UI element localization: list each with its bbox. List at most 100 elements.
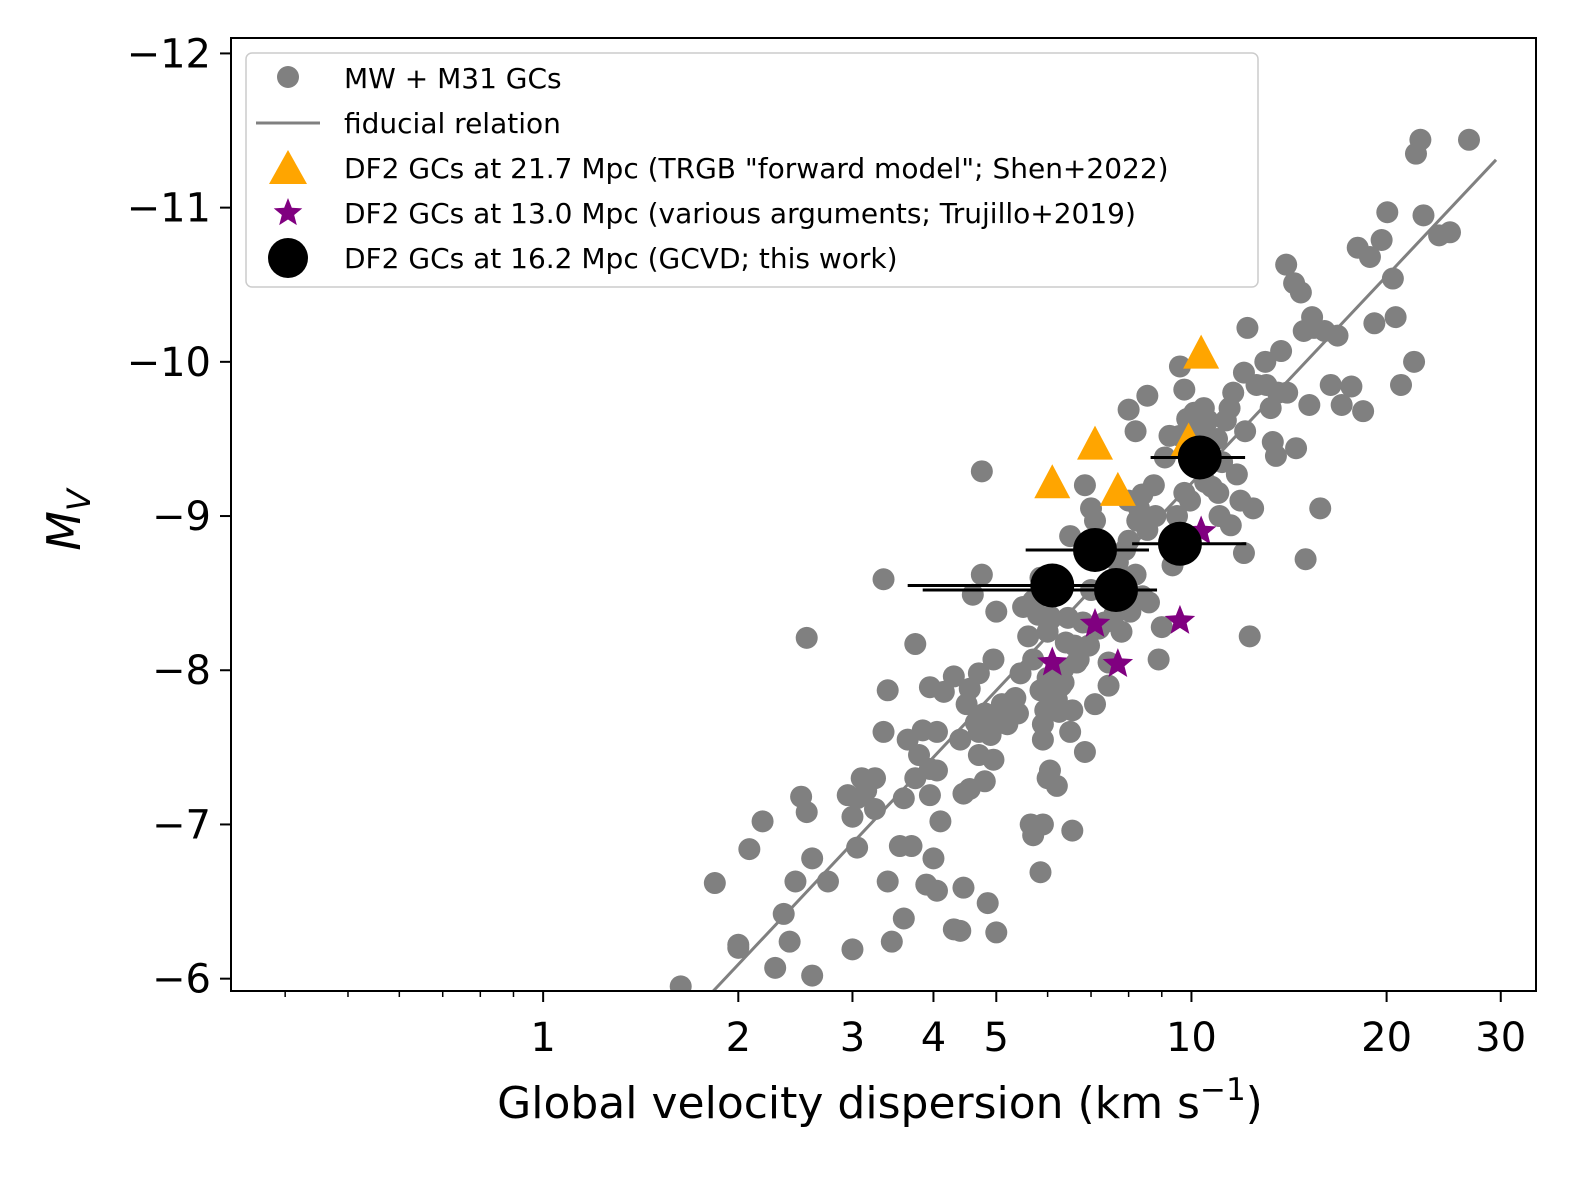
mw-gc-point [1219,514,1242,537]
plot-area [669,128,1498,991]
y-tick-label: −11 [127,186,211,232]
x-tick-label: 5 [984,1015,1009,1061]
mw-gc-point [970,460,993,483]
mw-gc-point [961,583,984,606]
legend-label-mw-gcs: MW + M31 GCs [344,62,562,95]
mw-gc-point [1110,620,1133,643]
mw-gc-point [1358,245,1381,268]
x-tick-label: 10 [1166,1015,1217,1061]
mw-gc-point [900,835,923,858]
mw-gc-point [1117,398,1140,421]
mw-gc-point [1340,375,1363,398]
mw-gc-point [872,720,895,743]
mw-gc-point [985,713,1008,736]
mw-gc-point [1319,373,1342,396]
mw-gc-point [967,662,990,685]
mw-gc-point [1073,474,1096,497]
y-axis: −6 −7 −8 −9 −10 −11 −12 [127,31,231,1003]
mw-gc-point [929,810,952,833]
trgb-point [1183,334,1220,369]
mw-gc-point [1059,720,1082,743]
mw-gc-point [1390,373,1413,396]
mw-gc-point [1065,651,1088,674]
mw-gc-point [1234,420,1257,443]
mw-gc-point [1022,824,1045,847]
mw-gc-point [918,784,941,807]
mw-gc-point [1009,662,1032,685]
mw-gc-point [1376,201,1399,224]
x-tick-label: 3 [840,1015,865,1061]
trujillo-point [1185,515,1217,545]
x-axis: 1 2 3 4 5 10 20 30 [284,991,1526,1061]
mw-gc-point [1179,489,1202,512]
mw-gc-point [1052,671,1075,694]
mw-gc-point [949,919,972,942]
mw-gc-point [942,665,965,688]
mw-gc-point [985,921,1008,944]
mw-gc-point [1275,253,1298,276]
legend-label-trgb: DF2 GCs at 21.7 Mpc (TRGB "forward model… [344,152,1169,185]
trujillo-point [1037,646,1068,676]
mw-gc-point [1022,648,1045,671]
mw-gc-point [1289,281,1312,304]
mw-gc-point [1168,355,1191,378]
mw-gc-point [1242,497,1265,520]
legend-box [245,52,1259,288]
mw-gc-point [1038,605,1061,628]
x-tick-label: 2 [726,1015,751,1061]
mw-gc-point [982,748,1005,771]
mw-gc-point [1276,381,1299,404]
gcvd-point [1030,563,1075,608]
mw-gc-point [1084,693,1107,716]
mw-gc-point [925,759,948,782]
mw-gc-point [764,956,787,979]
legend-marker-mw-gcs [277,66,299,88]
mw-gc-point [1363,312,1386,335]
y-tick-label: −10 [127,340,211,386]
mw-gc-point [1061,699,1084,722]
mw-gc-point [973,770,996,793]
mw-gc-point [1136,384,1159,407]
mw-gc-point [925,879,948,902]
mw-gc-point [872,568,895,591]
legend-label-gcvd: DF2 GCs at 16.2 Mpc (GCVD; this work) [344,242,898,275]
mw-gc-point [1409,128,1432,151]
y-tick-label: −9 [152,494,211,540]
gcvd-point [1157,521,1202,566]
legend-label-fiducial: fiducial relation [344,107,561,140]
mw-gc-point [1370,229,1393,252]
mw-gc-point [1029,861,1052,884]
mw-gc-point [1326,324,1349,347]
y-tick-label: −12 [127,31,211,77]
mw-gc-point [1073,740,1096,763]
mw-gc-point [925,720,948,743]
mw-gc-point [1438,221,1461,244]
mw-gc-point [892,907,915,930]
mw-gc-point [1142,474,1165,497]
trujillo-point [1079,607,1111,637]
mw-gc-point [1207,481,1230,504]
mw-gc-point [1403,350,1426,373]
mw-gc-point [970,563,993,586]
mw-gc-point [841,805,864,828]
mw-gc-point [1183,401,1206,424]
mw-gc-point [1254,350,1277,373]
mw-gc-point [1294,548,1317,571]
mw-gc-point [841,938,864,961]
mw-gc-point [1264,444,1287,467]
mw-gc-point [904,633,927,656]
gcvd-point [1073,527,1118,572]
mw-gc-point [1084,509,1107,532]
mw-gc-point [738,838,761,861]
axes-frame [230,37,1537,992]
x-axis-label: Global velocity dispersion (km s−1) [497,1072,1263,1129]
mw-gc-point [1309,497,1332,520]
mw-gc-point [1078,634,1100,657]
legend-label-trujillo: DF2 GCs at 13.0 Mpc (various arguments; … [344,197,1136,230]
x-tick-label: 30 [1475,1015,1526,1061]
mw-gc-point [1458,128,1480,151]
trgb-point [1099,471,1136,506]
mw-gc-point [801,847,824,870]
mw-gc-point [703,872,726,895]
